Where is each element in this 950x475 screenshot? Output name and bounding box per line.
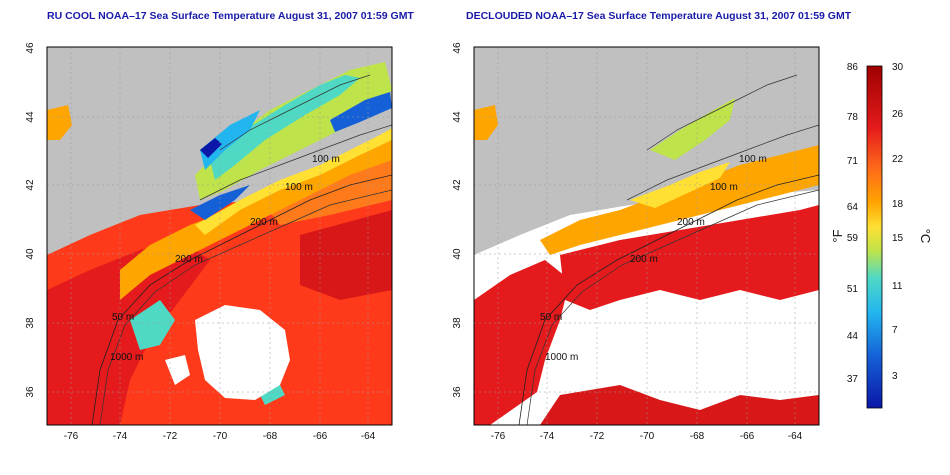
- left-grid: [47, 47, 392, 425]
- left-lat-tick: 42: [25, 179, 36, 191]
- left-contour-label-200a: 200 m: [250, 217, 278, 228]
- colorbar-f-tick: 64: [847, 202, 859, 213]
- colorbar-unit-fahrenheit: °F: [830, 229, 845, 242]
- colorbar-f-tick: 44: [847, 331, 859, 342]
- cyan-noise-1: [130, 300, 175, 350]
- contour-200m: [526, 189, 819, 425]
- colorbar-f-tick: 59: [847, 233, 859, 244]
- right-lon-tick: -66: [740, 431, 755, 442]
- shelf-orange-water: [540, 145, 819, 255]
- right-lon-tick: -76: [491, 431, 506, 442]
- left-lat-tick: 44: [25, 111, 36, 123]
- right-lat-tick: 36: [452, 386, 463, 398]
- colorbar-f-tick: 71: [847, 156, 859, 167]
- contour-50m: [646, 74, 798, 151]
- shelf-orange-water: [120, 135, 392, 300]
- right-contour-label-200b: 200 m: [630, 254, 658, 265]
- colorbar-c-tick: 30: [892, 62, 904, 73]
- inland-lake-warm: [47, 105, 72, 140]
- contour-200m: [99, 189, 392, 425]
- right-lon-tick: -68: [690, 431, 705, 442]
- cloud-patch-2: [165, 355, 190, 385]
- gulf-of-maine-water: [195, 62, 392, 200]
- inland-lake-warm: [474, 105, 498, 140]
- colorbar: 86 78 71 64 59 51 44 37 30 26 22 18 15 1…: [830, 62, 933, 409]
- colorbar-f-tick: 37: [847, 374, 859, 385]
- left-lat-tick: 46: [25, 42, 36, 54]
- left-lon-tick: -72: [163, 431, 178, 442]
- cool-cyan-water: [210, 75, 360, 180]
- contour-1000m: [518, 174, 819, 425]
- right-lat-tick: 38: [452, 317, 463, 329]
- colorbar-gradient: [866, 65, 883, 409]
- left-contour-label-100b: 100 m: [285, 182, 313, 193]
- right-lat-tick: 42: [452, 179, 463, 191]
- colorbar-c-tick: 11: [892, 281, 903, 292]
- gulf-stream-water: [560, 205, 819, 310]
- colorbar-f-tick: 78: [847, 112, 859, 123]
- left-map-frame: [46, 46, 393, 426]
- right-lat-axis: 46 44 42 40 38 36: [452, 42, 463, 398]
- left-lon-tick: -70: [213, 431, 228, 442]
- cloud-patch: [195, 305, 290, 400]
- shelf-yellow-water: [195, 128, 392, 235]
- gulf-of-maine-water: [650, 98, 735, 160]
- offshore-red-water: [300, 210, 392, 300]
- right-contour-label-100b: 100 m: [710, 182, 738, 193]
- colorbar-f-tick: 51: [847, 284, 859, 295]
- right-contour-label-200a: 200 m: [677, 217, 705, 228]
- colorbar-c-tick: 7: [892, 325, 898, 336]
- left-lon-tick: -68: [263, 431, 278, 442]
- right-contour-label-100a: 100 m: [739, 154, 767, 165]
- left-map-title: RU COOL NOAA–17 Sea Surface Temperature …: [47, 10, 414, 22]
- cold-patch-3: [200, 138, 222, 158]
- coastal-warm-water: [47, 240, 210, 425]
- right-lat-tick: 40: [452, 248, 463, 260]
- right-grid: [474, 47, 819, 425]
- cool-blue-water: [200, 110, 260, 170]
- left-lon-axis: -76 -74 -72 -70 -68 -66 -64: [64, 431, 376, 442]
- left-lon-tick: -64: [361, 431, 376, 442]
- left-contour-label-100a: 100 m: [312, 154, 340, 165]
- left-contour-label-50: 50 m: [112, 312, 134, 323]
- left-lat-tick: 36: [25, 386, 36, 398]
- right-map: [474, 47, 819, 425]
- right-lon-tick: -74: [540, 431, 555, 442]
- left-lon-tick: -76: [64, 431, 79, 442]
- left-lon-tick: -66: [313, 431, 328, 442]
- contour-100m: [199, 124, 392, 201]
- right-lon-axis: -76 -74 -72 -70 -68 -66 -64: [491, 431, 803, 442]
- right-contour-label-50: 50 m: [540, 312, 562, 323]
- right-map-frame: [473, 46, 820, 426]
- right-lat-tick: 44: [452, 111, 463, 123]
- contour-1000m: [91, 174, 392, 425]
- contour-100m: [626, 124, 819, 201]
- right-map-title: DECLOUDED NOAA–17 Sea Surface Temperatur…: [466, 10, 852, 22]
- left-contour-label-200b: 200 m: [175, 254, 203, 265]
- colorbar-c-tick: 22: [892, 154, 904, 165]
- left-contour-label-1000: 1000 m: [110, 352, 143, 363]
- southern-warm-patch: [540, 385, 819, 425]
- right-lon-tick: -72: [590, 431, 605, 442]
- left-map: [47, 47, 392, 425]
- right-lon-tick: -64: [788, 431, 803, 442]
- right-lat-tick: 46: [452, 42, 463, 54]
- cold-patch-2: [330, 92, 392, 132]
- colorbar-c-tick: 3: [892, 371, 898, 382]
- left-lat-tick: 40: [25, 248, 36, 260]
- colorbar-c-tick: 26: [892, 109, 904, 120]
- contour-50m: [219, 74, 371, 151]
- left-lat-tick: 38: [25, 317, 36, 329]
- colorbar-unit-celsius: °C: [918, 229, 933, 244]
- left-lon-tick: -74: [113, 431, 128, 442]
- right-contour-label-1000: 1000 m: [545, 352, 578, 363]
- colorbar-f-tick: 86: [847, 62, 859, 73]
- colorbar-c-tick: 15: [892, 233, 904, 244]
- colorbar-c-tick: 18: [892, 199, 904, 210]
- right-lon-tick: -70: [640, 431, 655, 442]
- left-lat-axis: 46 44 42 40 38 36: [25, 42, 36, 398]
